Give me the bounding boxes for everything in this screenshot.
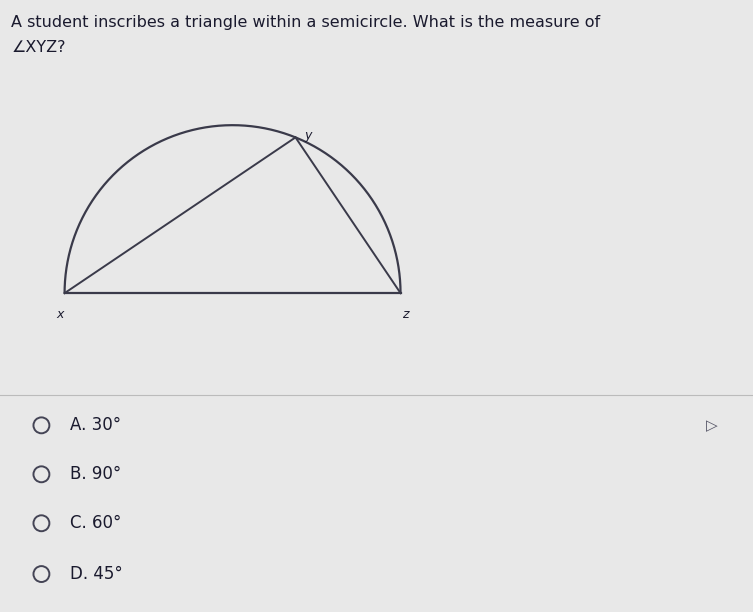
- Text: B. 90°: B. 90°: [70, 465, 121, 483]
- Text: D. 45°: D. 45°: [70, 565, 123, 583]
- Text: x: x: [56, 308, 64, 321]
- Text: ▷: ▷: [706, 418, 718, 433]
- Text: C. 60°: C. 60°: [70, 514, 121, 532]
- Text: y: y: [304, 129, 312, 143]
- Text: A. 30°: A. 30°: [70, 416, 121, 435]
- Text: A student inscribes a triangle within a semicircle. What is the measure of: A student inscribes a triangle within a …: [11, 15, 600, 31]
- Text: z: z: [402, 308, 408, 321]
- Text: ∠XYZ?: ∠XYZ?: [11, 40, 66, 55]
